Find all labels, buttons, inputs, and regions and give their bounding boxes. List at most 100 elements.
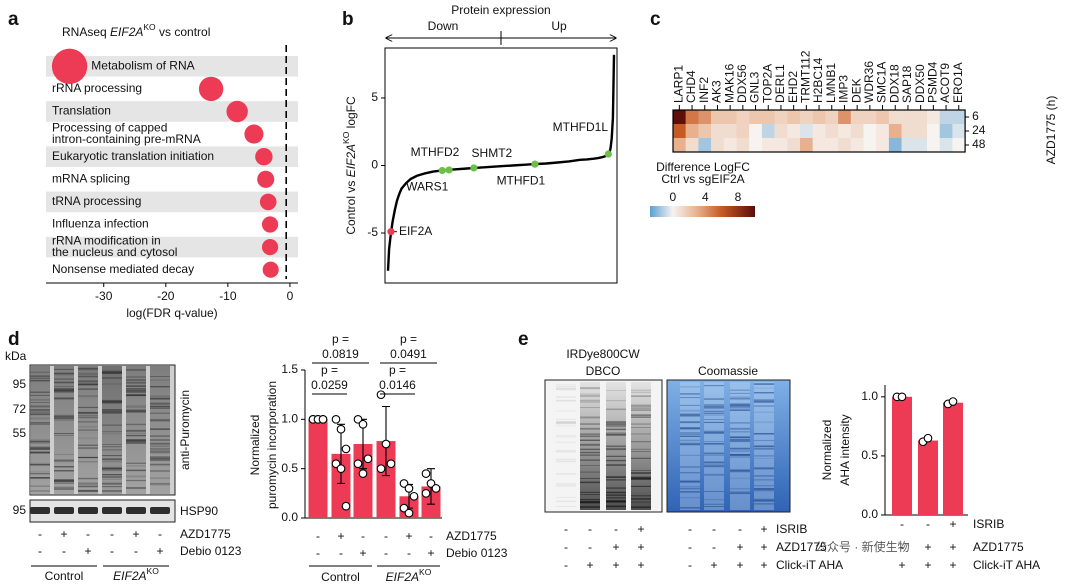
condition-sign: - — [62, 544, 66, 558]
heatmap-cell — [952, 110, 966, 125]
heatmap-cell — [914, 138, 928, 153]
row-label: 48 — [972, 137, 986, 151]
condition-sign: - — [38, 544, 42, 558]
data-point — [341, 501, 351, 511]
category-label: Nonsense mediated decay — [52, 262, 194, 276]
condition-sign: + — [760, 558, 767, 572]
column-label: DEK — [849, 78, 863, 103]
condition-sign: - — [339, 546, 343, 560]
y-tick-label: 0 — [371, 158, 378, 172]
dot — [226, 100, 248, 123]
panel-letter: e — [518, 329, 529, 350]
heatmap-cell — [787, 110, 801, 125]
condition-sign: - — [926, 517, 930, 531]
blot-lane — [631, 382, 651, 510]
blot-lane — [78, 366, 98, 494]
heatmap-cell — [838, 110, 851, 125]
dot — [257, 170, 275, 188]
direction-label: Down — [428, 19, 459, 33]
column-label: LMNB1 — [824, 63, 838, 103]
highlight-label: WARS1 — [406, 180, 449, 194]
condition-sign: + — [132, 527, 139, 541]
text-part: EIF2A — [110, 25, 143, 39]
data-point — [331, 414, 341, 424]
condition-label: AZD1775 — [180, 527, 231, 541]
p-value: 0.0819 — [322, 347, 359, 361]
heatmap-cell — [825, 110, 839, 125]
blot-band — [126, 507, 146, 514]
data-point — [353, 459, 363, 469]
heatmap-cell — [800, 138, 813, 153]
y-tick-label: 0.0 — [861, 507, 878, 521]
data-point — [363, 454, 373, 464]
condition-sign: + — [612, 558, 619, 572]
heatmap-cell — [736, 124, 750, 139]
highlight-point — [531, 160, 539, 168]
condition-sign: - — [900, 517, 904, 531]
condition-sign: + — [427, 546, 434, 560]
highlight-point — [445, 166, 453, 174]
dot — [51, 48, 88, 85]
condition-sign: - — [110, 527, 114, 541]
heatmap-cell — [723, 110, 737, 125]
y-axis-label: Normalized — [820, 420, 834, 481]
highlight-label: MTHFD1 — [497, 173, 546, 187]
heatmap-cell — [863, 110, 877, 125]
column-label: GNL3 — [748, 71, 762, 103]
colorbar-tick-label: 8 — [735, 190, 742, 204]
heatmap-cell — [723, 124, 737, 139]
dot — [255, 147, 273, 166]
y-tick-label: 1.0 — [281, 412, 298, 426]
condition-sign: + — [736, 558, 743, 572]
condition-label: ISRIB — [776, 522, 807, 536]
condition-label: Debio 0123 — [446, 546, 508, 560]
dot — [198, 76, 224, 102]
heatmap-cell — [825, 138, 839, 153]
condition-sign: + — [337, 529, 344, 543]
kda-marker: 55 — [13, 426, 27, 440]
category-label: Metabolism of RNA — [91, 58, 194, 72]
condition-label: AZD1775 — [776, 540, 827, 554]
p-label: p = — [389, 363, 406, 377]
condition-sign: + — [84, 544, 91, 558]
text-part: KO — [143, 22, 156, 32]
data-point — [386, 459, 396, 469]
data-point — [421, 469, 431, 478]
x-tick-label: 0 — [287, 289, 294, 303]
heatmap-cell — [838, 124, 851, 139]
row-band — [46, 191, 298, 213]
heatmap-cell — [901, 110, 915, 125]
heatmap-cell — [939, 124, 953, 139]
condition-sign: + — [949, 558, 956, 572]
condition-sign: + — [710, 558, 717, 572]
data-point — [404, 508, 414, 518]
y-tick-label: 1.0 — [861, 389, 878, 403]
panel-letter: a — [8, 9, 19, 30]
blot-lane — [54, 366, 74, 494]
category-label: Processing of capped — [52, 121, 167, 135]
condition-sign: - — [900, 540, 904, 554]
heatmap-cell — [774, 138, 788, 153]
condition-sign: - — [738, 522, 742, 536]
heatmap-cell — [863, 124, 877, 139]
heatmap-cell — [774, 124, 788, 139]
highlight-point — [604, 150, 612, 158]
column-label: H2BC14 — [811, 57, 825, 103]
blot-lane — [606, 382, 626, 510]
condition-sign: + — [586, 558, 593, 572]
highlight-point — [438, 166, 446, 175]
loading-label: HSP90 — [180, 504, 218, 518]
condition-sign: + — [736, 540, 743, 554]
column-label: DERL1 — [773, 64, 787, 103]
blot-title: IRDye800CW — [566, 347, 640, 361]
condition-sign: - — [158, 527, 162, 541]
category-label: Influenza infection — [52, 217, 149, 231]
y-axis-label: Normalized — [248, 415, 262, 476]
heatmap-cell — [787, 138, 801, 153]
condition-sign: - — [361, 529, 365, 543]
column-label: MAK16 — [722, 63, 736, 103]
heatmap-cell — [914, 110, 928, 125]
x-tick-label: -30 — [95, 289, 113, 303]
